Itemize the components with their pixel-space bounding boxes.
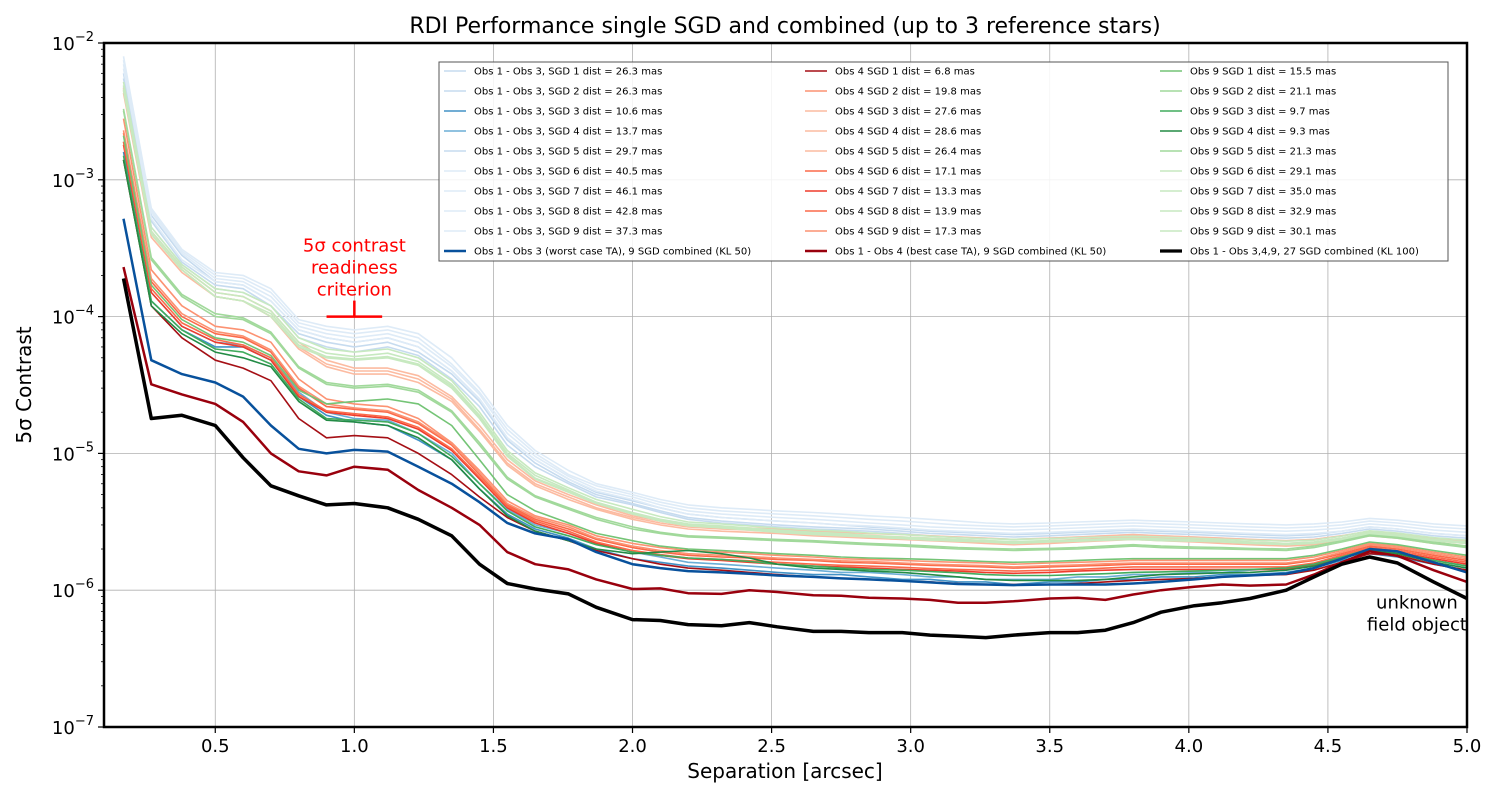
legend-label: Obs 9 SGD 2 dist = 21.1 mas — [1190, 87, 1336, 98]
plot-frame — [102, 41, 1469, 729]
series-line — [122, 141, 1468, 572]
legend-label: Obs 1 - Obs 3, SGD 4 dist = 13.7 mas — [474, 127, 662, 138]
legend-label: Obs 1 - Obs 3, SGD 9 dist = 37.3 mas — [474, 227, 662, 238]
legend-label: Obs 1 - Obs 4 (best case TA), 9 SGD comb… — [835, 247, 1106, 258]
series-line — [122, 68, 1468, 537]
legend-label: Obs 1 - Obs 3,4,9, 27 SGD combined (KL 1… — [1190, 247, 1419, 258]
series-line — [122, 56, 1468, 527]
x-tick-label: 2.5 — [757, 736, 786, 757]
legend-box — [438, 61, 1449, 262]
series-line — [122, 59, 1468, 530]
x-tick-label: 0.5 — [201, 736, 230, 757]
series-line — [122, 132, 1468, 569]
legend-label: Obs 4 SGD 8 dist = 13.9 mas — [835, 207, 981, 218]
series-line — [122, 92, 1468, 547]
y-tick-label: 10−3 — [52, 167, 94, 192]
series-line — [122, 130, 1468, 568]
legend-label: Obs 4 SGD 9 dist = 17.3 mas — [835, 227, 981, 238]
legend-label: Obs 1 - Obs 3 (worst case TA), 9 SGD com… — [474, 247, 751, 258]
legend-label: Obs 9 SGD 4 dist = 9.3 mas — [1190, 127, 1330, 138]
y-tick-label: 10−4 — [52, 304, 94, 329]
series-line — [122, 87, 1468, 542]
legend-label: Obs 4 SGD 6 dist = 17.1 mas — [835, 167, 981, 178]
y-axis-label: 5σ Contrast — [12, 326, 36, 443]
legend-label: Obs 4 SGD 3 dist = 27.6 mas — [835, 107, 981, 118]
y-tick-label: 10−6 — [52, 577, 94, 602]
series-line — [122, 118, 1468, 566]
legend-label: Obs 1 - Obs 3, SGD 8 dist = 42.8 mas — [474, 207, 662, 218]
legend-label: Obs 9 SGD 9 dist = 30.1 mas — [1190, 227, 1336, 238]
series-line — [122, 81, 1468, 543]
legend-label: Obs 4 SGD 1 dist = 6.8 mas — [835, 67, 975, 78]
x-tick-label: 2.0 — [618, 736, 647, 757]
series-line — [122, 159, 1468, 582]
series-line — [122, 155, 1468, 577]
x-tick-label: 4.5 — [1314, 736, 1343, 757]
legend-label: Obs 1 - Obs 3, SGD 5 dist = 29.7 mas — [474, 147, 662, 158]
legend-label: Obs 4 SGD 5 dist = 26.4 mas — [835, 147, 981, 158]
field-object-label: unknown field object — [1367, 593, 1467, 636]
annotations: 5σ contrast readiness criterion unknown fiel… — [303, 236, 1467, 636]
y-tick-label: 10−7 — [52, 714, 94, 739]
series-line — [122, 108, 1468, 550]
legend-label: Obs 9 SGD 7 dist = 35.0 mas — [1190, 187, 1336, 198]
legend-label: Obs 9 SGD 3 dist = 9.7 mas — [1190, 107, 1330, 118]
legend-label: Obs 1 - Obs 3, SGD 7 dist = 46.1 mas — [474, 187, 662, 198]
series-line — [122, 266, 1468, 604]
series-line — [122, 88, 1468, 545]
legend-label: Obs 1 - Obs 3, SGD 3 dist = 10.6 mas — [474, 107, 662, 118]
series-line — [122, 135, 1468, 564]
y-tick-label: 10−5 — [52, 440, 94, 465]
legend-label: Obs 4 SGD 7 dist = 13.3 mas — [835, 187, 981, 198]
legend-label: Obs 9 SGD 5 dist = 21.3 mas — [1190, 147, 1336, 158]
legend: Obs 1 - Obs 3, SGD 1 dist = 26.3 mas Obs … — [438, 61, 1449, 262]
x-tick-label: 5.0 — [1453, 736, 1482, 757]
series-group — [121, 56, 1468, 640]
legend-label: Obs 1 - Obs 3, SGD 1 dist = 26.3 mas — [474, 67, 662, 78]
legend-label: Obs 9 SGD 1 dist = 15.5 mas — [1190, 67, 1336, 78]
x-tick-label: 3.0 — [896, 736, 925, 757]
series-line — [122, 78, 1468, 540]
legend-label: Obs 9 SGD 8 dist = 32.9 mas — [1190, 207, 1336, 218]
series-line — [122, 141, 1468, 581]
legend-label: Obs 4 SGD 4 dist = 28.6 mas — [835, 127, 981, 138]
series-line — [122, 218, 1468, 587]
axes: 0.5 1.0 1.5 2.0 2.5 3.0 3.5 4.0 4.5 5.0 10−7 10−6 10… — [52, 30, 1481, 757]
criterion-label: 5σ contrast readiness criterion — [303, 236, 406, 301]
x-tick-label: 1.5 — [479, 736, 508, 757]
x-tick-label: 3.5 — [1035, 736, 1064, 757]
x-tick-label: 1.0 — [340, 736, 369, 757]
legend-label: Obs 9 SGD 6 dist = 29.1 mas — [1190, 167, 1336, 178]
legend-label: Obs 1 - Obs 3, SGD 2 dist = 26.3 mas — [474, 87, 662, 98]
series-line — [122, 110, 1468, 552]
x-tick-label: 4.0 — [1175, 736, 1204, 757]
x-axis-label: Separation [arcsec] — [687, 759, 882, 783]
series-line — [122, 64, 1468, 534]
legend-label: Obs 4 SGD 2 dist = 19.8 mas — [835, 87, 981, 98]
chart-title: RDI Performance single SGD and combined … — [409, 14, 1160, 39]
y-tick-label: 10−2 — [52, 30, 94, 55]
series-line — [121, 278, 1468, 640]
legend-label: Obs 1 - Obs 3, SGD 6 dist = 40.5 mas — [474, 167, 662, 178]
